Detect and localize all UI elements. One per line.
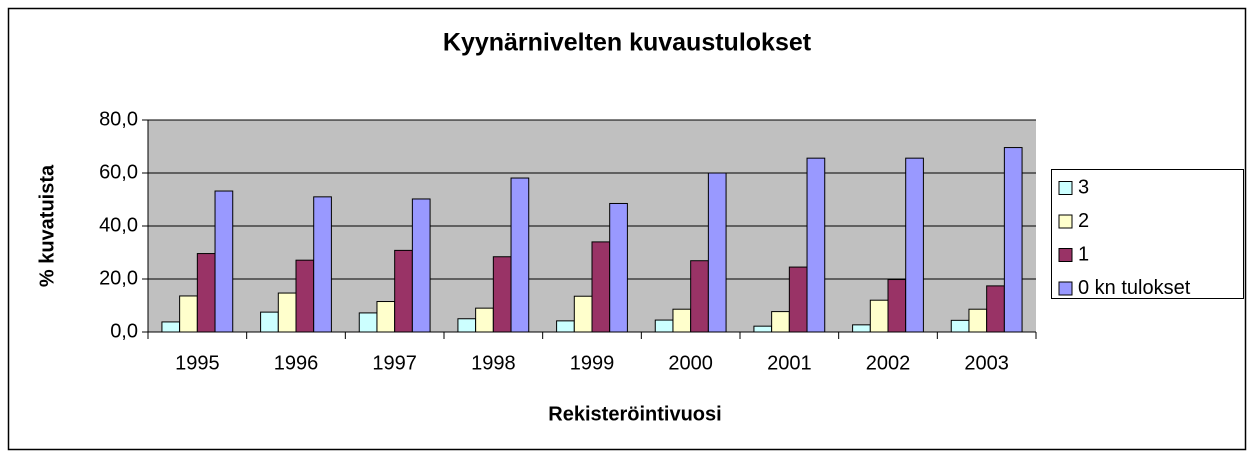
y-tick-label: 0,0 xyxy=(110,320,138,342)
bar xyxy=(492,256,512,333)
x-tick-label: 1998 xyxy=(471,352,516,374)
bar xyxy=(905,157,924,333)
legend-label: 2 xyxy=(1078,210,1089,232)
bar xyxy=(707,172,727,333)
bar xyxy=(654,319,674,333)
bar xyxy=(475,307,494,333)
bar xyxy=(968,308,988,333)
bar xyxy=(295,259,315,333)
bar xyxy=(358,312,378,333)
bar xyxy=(950,319,970,333)
y-tick-label: 60,0 xyxy=(99,161,138,183)
bar xyxy=(313,196,332,333)
x-tick-label: 1997 xyxy=(372,352,417,374)
bar xyxy=(573,295,593,333)
legend-swatch xyxy=(1058,181,1073,195)
x-tick-label: 2003 xyxy=(964,352,1009,374)
x-tick-label: 2001 xyxy=(767,352,812,374)
bar xyxy=(609,202,628,333)
bar xyxy=(986,285,1005,333)
bar xyxy=(457,318,477,333)
bar xyxy=(788,266,808,333)
bar xyxy=(690,260,709,333)
bar xyxy=(394,249,413,333)
legend-label: 3 xyxy=(1078,176,1089,198)
legend-label: 1 xyxy=(1078,243,1089,265)
bar xyxy=(376,301,396,333)
x-tick-label: 1996 xyxy=(274,352,319,374)
legend-swatch xyxy=(1058,214,1073,229)
bar xyxy=(214,190,234,333)
bar xyxy=(591,241,611,333)
bar xyxy=(1003,147,1023,333)
y-tick-label: 80,0 xyxy=(99,108,138,130)
chart-title: Kyynärnivelten kuvaustulokset xyxy=(443,29,812,57)
legend-swatch xyxy=(1058,281,1073,296)
bar xyxy=(806,157,826,333)
x-tick-label: 2000 xyxy=(668,352,713,374)
x-axis-label: Rekisteröintivuosi xyxy=(548,403,721,425)
x-tick-label: 1999 xyxy=(570,352,615,374)
bar xyxy=(161,321,181,333)
bar xyxy=(771,311,790,333)
bar xyxy=(510,177,530,333)
bar xyxy=(277,292,297,333)
bar xyxy=(556,320,575,333)
y-axis-label: % kuvatuista xyxy=(36,164,58,287)
bar xyxy=(869,299,889,333)
bar xyxy=(411,198,431,333)
legend xyxy=(1051,169,1244,299)
bar xyxy=(196,253,216,333)
y-tick-label: 40,0 xyxy=(99,214,138,236)
legend-swatch xyxy=(1058,248,1073,262)
x-tick-label: 1995 xyxy=(175,352,220,374)
bar xyxy=(672,308,692,333)
y-tick-label: 20,0 xyxy=(99,267,138,289)
bar xyxy=(179,295,198,333)
x-tick-label: 2002 xyxy=(866,352,911,374)
legend-label: 0 kn tulokset xyxy=(1078,277,1191,299)
bar xyxy=(753,325,773,333)
bar xyxy=(260,311,279,333)
bar xyxy=(852,324,871,333)
bar xyxy=(887,279,907,333)
